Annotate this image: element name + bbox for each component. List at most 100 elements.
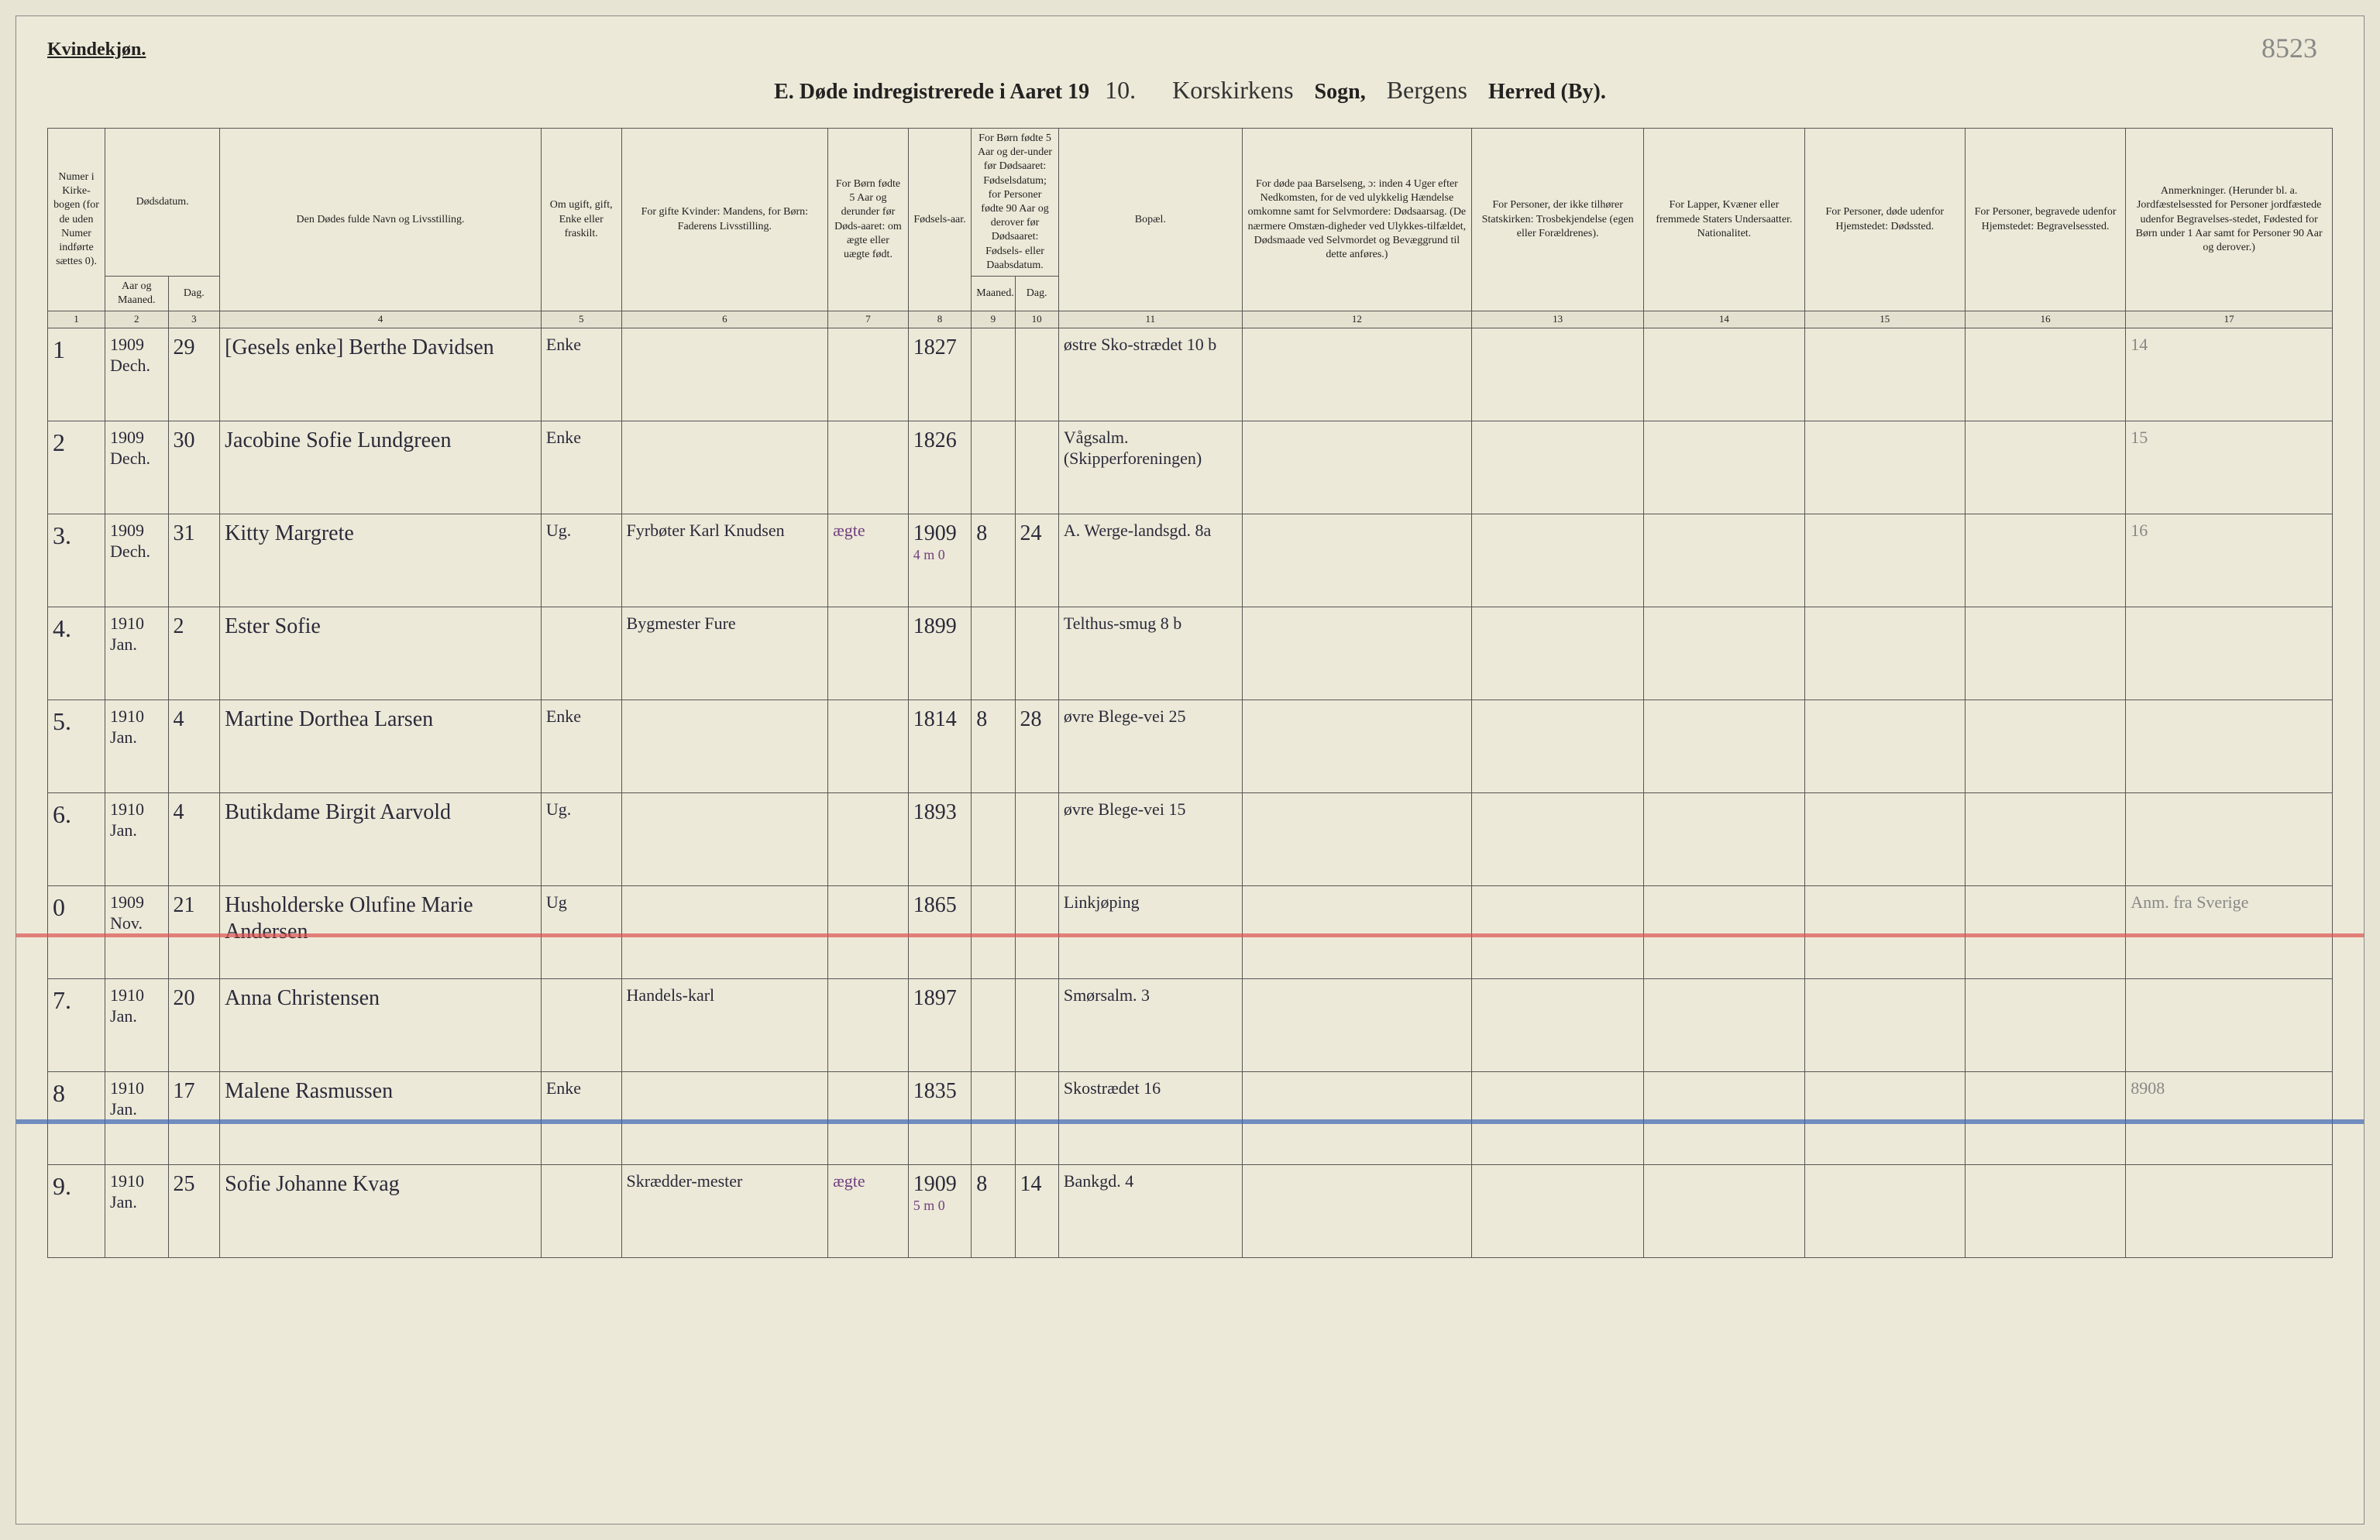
cell — [1965, 421, 2125, 514]
cell: 1910 Jan. — [105, 607, 168, 700]
cell: 14 — [1015, 1165, 1058, 1258]
cell — [1644, 607, 1804, 700]
colnum-2: 2 — [105, 311, 168, 328]
colnum-16: 16 — [1965, 311, 2125, 328]
col-header-16: For Personer, begravede udenfor Hjemsted… — [1965, 129, 2125, 311]
cell: Bankgd. 4 — [1058, 1165, 1242, 1258]
cell — [1965, 793, 2125, 886]
cell: Husholderske Olufine Marie Andersen — [220, 886, 542, 979]
cell — [1804, 700, 1965, 793]
col-header-6: For gifte Kvinder: Mandens, for Børn: Fa… — [621, 129, 828, 311]
cell — [1015, 1072, 1058, 1165]
colnum-7: 7 — [828, 311, 909, 328]
cell — [1965, 1165, 2125, 1258]
cell — [1644, 514, 1804, 607]
cell: 8 — [972, 514, 1015, 607]
cell: 20 — [168, 979, 220, 1072]
cell: Ester Sofie — [220, 607, 542, 700]
table-header: Numer i Kirke-bogen (for de uden Numer i… — [48, 129, 2333, 328]
col-header-17: Anmerkninger. (Herunder bl. a. Jordfæste… — [2126, 129, 2333, 311]
col-header-13: For Personer, der ikke tilhører Statskir… — [1472, 129, 1644, 311]
cell: øvre Blege-vei 15 — [1058, 793, 1242, 886]
cell: 21 — [168, 886, 220, 979]
cell — [541, 979, 621, 1072]
cell — [1015, 886, 1058, 979]
table-row: 5.1910 Jan.4Martine Dorthea LarsenEnke18… — [48, 700, 2333, 793]
cell: 1835 — [908, 1072, 971, 1165]
cell: Kitty Margrete — [220, 514, 542, 607]
cell: 7. — [48, 979, 105, 1072]
cell: 1910 Jan. — [105, 979, 168, 1072]
table-row: 7.1910 Jan.20Anna ChristensenHandels-kar… — [48, 979, 2333, 1072]
cell: Skrædder-mester — [621, 1165, 828, 1258]
cell: Skostrædet 16 — [1058, 1072, 1242, 1165]
cell — [828, 421, 909, 514]
cell: 1909 Dech. — [105, 328, 168, 421]
cell — [1472, 328, 1644, 421]
table-row: 9.1910 Jan.25Sofie Johanne KvagSkrædder-… — [48, 1165, 2333, 1258]
cell: 1865 — [908, 886, 971, 979]
col-header-4: Den Dødes fulde Navn og Livsstilling. — [220, 129, 542, 311]
cell — [972, 328, 1015, 421]
cell: 1909 Dech. — [105, 514, 168, 607]
cell — [1472, 793, 1644, 886]
district-value: Bergens — [1371, 76, 1483, 104]
cell — [1644, 793, 1804, 886]
cell — [621, 1072, 828, 1165]
cell — [1242, 886, 1471, 979]
cell — [1644, 1165, 1804, 1258]
title-prefix: E. Døde indregistrerede i Aaret 19 — [774, 80, 1089, 104]
cell: 1899 — [908, 607, 971, 700]
cell — [1965, 886, 2125, 979]
cell: Linkjøping — [1058, 886, 1242, 979]
cell — [1242, 700, 1471, 793]
colnum-10: 10 — [1015, 311, 1058, 328]
cell — [828, 979, 909, 1072]
cell — [1965, 607, 2125, 700]
cell: 4. — [48, 607, 105, 700]
cell — [972, 607, 1015, 700]
cell: 1910 Jan. — [105, 1072, 168, 1165]
cell: Anm. fra Sverige — [2126, 886, 2333, 979]
cell: Ug. — [541, 514, 621, 607]
col-header-11: Bopæl. — [1058, 129, 1242, 311]
cell — [621, 328, 828, 421]
cell — [1472, 514, 1644, 607]
table-row: 01909 Nov.21Husholderske Olufine Marie A… — [48, 886, 2333, 979]
cell — [2126, 1165, 2333, 1258]
table-row: 3.1909 Dech.31Kitty MargreteUg.Fyrbøter … — [48, 514, 2333, 607]
colnum-1: 1 — [48, 311, 105, 328]
cell: 24 — [1015, 514, 1058, 607]
cell: 31 — [168, 514, 220, 607]
cell — [1965, 1072, 2125, 1165]
cell — [1472, 1165, 1644, 1258]
cell: 1909 Dech. — [105, 421, 168, 514]
cell: Ug. — [541, 793, 621, 886]
cell — [1804, 1072, 1965, 1165]
cell: 1893 — [908, 793, 971, 886]
cell: Anna Christensen — [220, 979, 542, 1072]
cell: 30 — [168, 421, 220, 514]
cell — [1472, 1072, 1644, 1165]
cell — [828, 700, 909, 793]
table-row: 11909 Dech.29[Gesels enke] Berthe Davids… — [48, 328, 2333, 421]
cell — [1242, 328, 1471, 421]
cell — [621, 421, 828, 514]
cell: 29 — [168, 328, 220, 421]
colnum-8: 8 — [908, 311, 971, 328]
cell — [1242, 607, 1471, 700]
cell: Enke — [541, 700, 621, 793]
colnum-9: 9 — [972, 311, 1015, 328]
cell: Enke — [541, 1072, 621, 1165]
cell: 19095 m 0 — [908, 1165, 971, 1258]
cell: 1827 — [908, 328, 971, 421]
cell — [2126, 700, 2333, 793]
cell — [1644, 886, 1804, 979]
col-header-8: Fødsels-aar. — [908, 129, 971, 311]
cell: 15 — [2126, 421, 2333, 514]
cell: Smørsalm. 3 — [1058, 979, 1242, 1072]
cell — [621, 700, 828, 793]
col-header-15: For Personer, døde udenfor Hjemstedet: D… — [1804, 129, 1965, 311]
cell: 3. — [48, 514, 105, 607]
cell — [1804, 1165, 1965, 1258]
